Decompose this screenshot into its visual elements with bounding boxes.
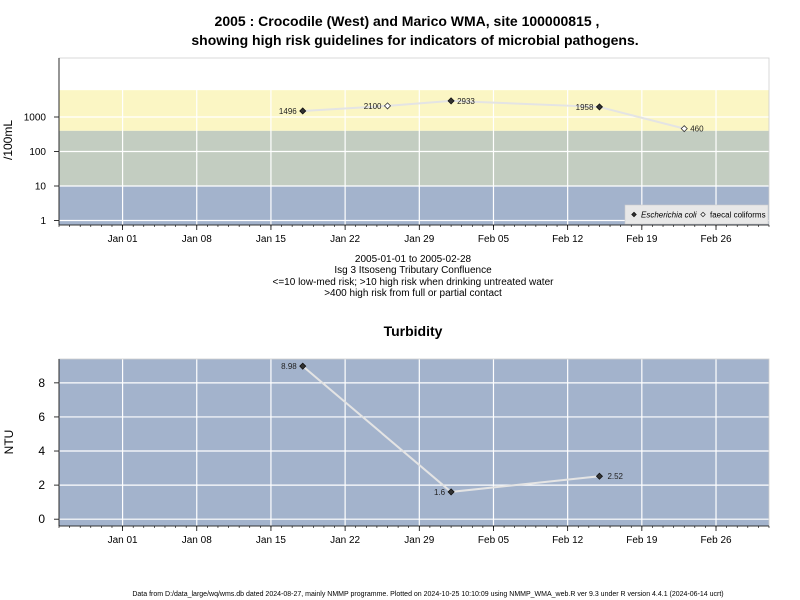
plot-background	[59, 359, 769, 526]
turbidity-title: Turbidity	[384, 323, 443, 339]
x-tick-label: Jan 29	[404, 535, 434, 546]
chart-title-line2: showing high risk guidelines for indicat…	[191, 32, 638, 48]
risk-band-2	[59, 90, 769, 131]
y-tick-label: 8	[38, 376, 45, 390]
x-tick-label: Feb 26	[700, 234, 732, 245]
turbidity-chart-panel: 0 2 4 6 8 NTU 8.98 1.6 2.52 Jan 01 Jan 08 Jan 15 Jan…	[2, 358, 770, 546]
subtitle-site: Isg 3 Itsoseng Tributary Confluence	[334, 265, 492, 276]
faecal-coliform-point	[383, 102, 392, 110]
subtitle-guideline-drinking: <=10 low-med risk; >10 high risk when dr…	[273, 277, 555, 288]
subtitle-guideline-contact: >400 high risk from full or partial cont…	[324, 288, 502, 299]
y-axis-label: NTU	[2, 430, 16, 455]
subtitle-date-range: 2005-01-01 to 2005-02-28	[355, 254, 472, 265]
footer-text: Data from D:/data_large/wq/wms.db dated …	[132, 591, 723, 598]
x-tick-label: Feb 12	[552, 535, 584, 546]
x-tick-label: Jan 08	[182, 234, 212, 245]
turbidity-point	[447, 488, 455, 496]
y-axis-label: /100mL	[1, 120, 15, 160]
faecal-coliform-point	[680, 125, 688, 133]
y-tick-label: 10	[35, 182, 47, 193]
y-tick-label: 100	[29, 147, 46, 158]
ecoli-point	[299, 107, 307, 115]
y-tick-label: 4	[38, 444, 45, 458]
x-tick-label: Feb 19	[626, 535, 658, 546]
legend-faecal-marker	[700, 211, 706, 218]
x-tick-label: Jan 08	[182, 535, 212, 546]
legend-box	[624, 204, 769, 225]
x-tick-label: Jan 22	[330, 234, 360, 245]
risk-band-1	[59, 130, 769, 186]
legend-ecoli-marker	[631, 211, 637, 218]
turbidity-point	[299, 362, 307, 370]
x-tick-label: Feb 05	[478, 234, 510, 245]
y-tick-label: 6	[38, 410, 45, 424]
data-label: 1.6	[434, 488, 446, 497]
data-label: 2933	[457, 97, 475, 106]
x-tick-label: Jan 01	[108, 535, 138, 546]
ecoli-point	[447, 97, 455, 105]
x-tick-label: Feb 05	[478, 535, 510, 546]
x-tick-label: Feb 26	[700, 535, 732, 546]
x-tick-label: Jan 01	[108, 234, 138, 245]
ecoli-point	[595, 103, 604, 111]
y-tick-label: 2	[38, 478, 45, 492]
data-label: 1958	[576, 103, 594, 112]
data-label: 460	[690, 125, 704, 134]
data-label: 2.52	[607, 472, 623, 481]
x-tick-label: Feb 12	[552, 234, 584, 245]
x-tick-label: Feb 19	[626, 234, 658, 245]
chart-title-line1: 2005 : Crocodile (West) and Marico WMA, …	[215, 13, 600, 29]
x-tick-label: Jan 22	[330, 535, 360, 546]
x-tick-label: Jan 15	[256, 535, 286, 546]
data-label: 2100	[364, 102, 382, 111]
x-tick-label: Jan 15	[256, 234, 286, 245]
legend-ecoli-label: Escherichia coli	[641, 211, 697, 220]
data-label: 8.98	[281, 362, 297, 371]
x-tick-label: Jan 29	[404, 234, 434, 245]
y-tick-label: 0	[38, 512, 45, 526]
legend-faecal-label: faecal coliforms	[710, 211, 766, 220]
data-label: 1496	[279, 107, 297, 116]
y-tick-label: 1000	[24, 113, 47, 124]
turbidity-point	[595, 472, 604, 480]
microbial-chart-panel: 1 10 100 1000/100mL 1496 2933 1958 2100 460 Esche…	[1, 57, 770, 245]
y-tick-label: 1	[40, 216, 46, 227]
